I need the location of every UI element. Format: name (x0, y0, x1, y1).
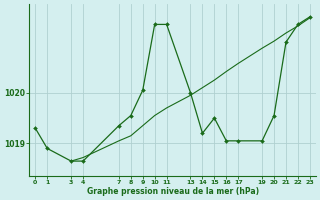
X-axis label: Graphe pression niveau de la mer (hPa): Graphe pression niveau de la mer (hPa) (86, 187, 259, 196)
